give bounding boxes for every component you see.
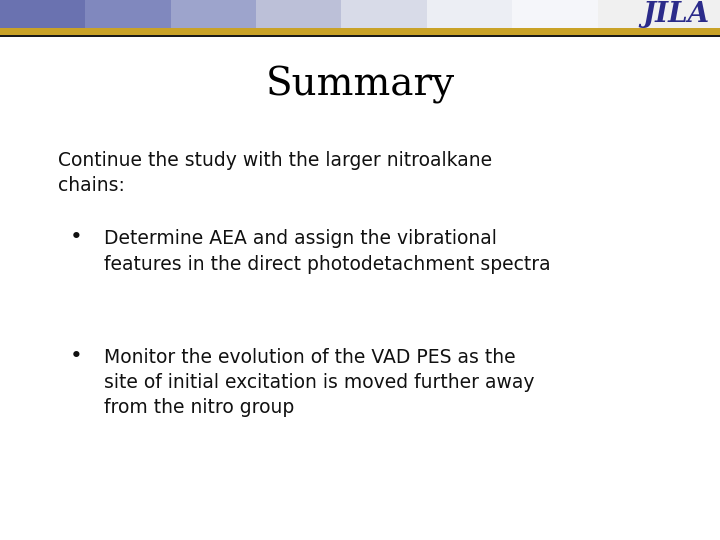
Text: Determine AEA and assign the vibrational
features in the direct photodetachment : Determine AEA and assign the vibrational… bbox=[104, 230, 551, 273]
Text: Monitor the evolution of the VAD PES as the
site of initial excitation is moved : Monitor the evolution of the VAD PES as … bbox=[104, 348, 535, 417]
Bar bbox=[512, 0, 598, 28]
Text: •: • bbox=[70, 346, 83, 366]
Bar bbox=[598, 0, 720, 28]
Bar bbox=[427, 0, 512, 28]
Text: Summary: Summary bbox=[266, 66, 454, 104]
Bar bbox=[86, 0, 171, 28]
Bar bbox=[171, 0, 256, 28]
Bar bbox=[341, 0, 427, 28]
Bar bbox=[0, 0, 86, 28]
Bar bbox=[256, 0, 341, 28]
Bar bbox=[0, 35, 720, 37]
Bar bbox=[0, 28, 720, 35]
Text: Continue the study with the larger nitroalkane
chains:: Continue the study with the larger nitro… bbox=[58, 151, 492, 195]
Text: •: • bbox=[70, 227, 83, 247]
Text: JILA: JILA bbox=[642, 1, 709, 28]
